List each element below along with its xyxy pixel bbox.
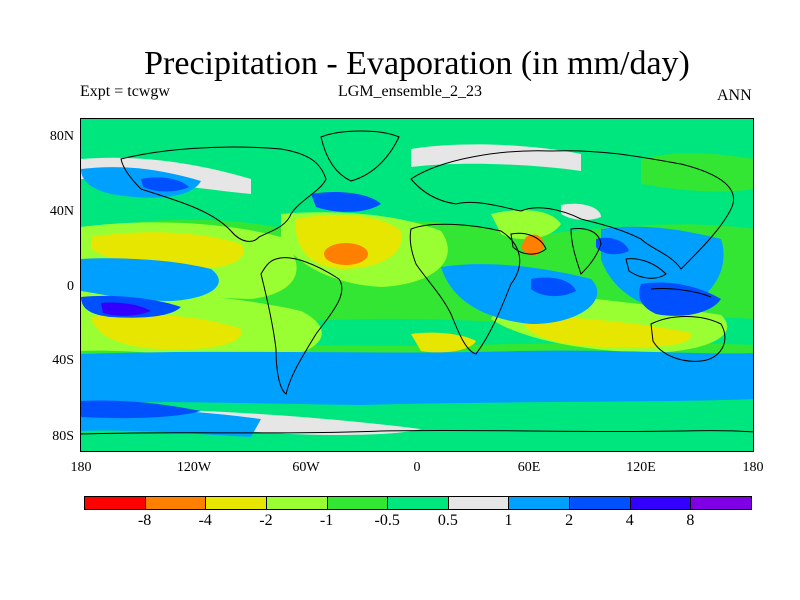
x-tick-120w: 120W: [176, 460, 212, 475]
colorbar-swatch: [447, 496, 510, 510]
x-tick-60w: 60W: [292, 460, 320, 475]
colorbar-label: 0.5: [437, 512, 458, 529]
field-p4-patches: [101, 302, 151, 316]
season-label: ANN: [717, 87, 752, 104]
field-map: [81, 119, 753, 451]
colorbar-label: 8: [686, 512, 695, 529]
colorbar-swatch: [387, 496, 449, 510]
coastlines: [81, 130, 753, 435]
colorbar-label: -2: [259, 512, 273, 529]
colorbar-swatch: [629, 496, 692, 510]
colorbar-label: 1: [504, 512, 513, 529]
colorbar-swatch: [326, 496, 389, 510]
x-tick-180w: 180: [70, 460, 92, 475]
colorbar-swatch: [690, 496, 752, 510]
colorbar-label: 2: [565, 512, 574, 529]
field-neg8-patches: [324, 234, 544, 265]
y-tick-80n: 80N: [49, 129, 74, 144]
colorbar-label: -1: [319, 512, 334, 529]
ensemble-label: LGM_ensemble_2_23: [338, 83, 482, 100]
y-tick-0: 0: [67, 279, 74, 294]
x-tick-180e: 180: [742, 460, 764, 475]
colorbar-swatch: [144, 496, 207, 510]
x-tick-120e: 120E: [626, 460, 656, 475]
colorbar-swatch: [508, 496, 571, 510]
experiment-label: Expt = tcwgw: [80, 83, 170, 100]
map-plot-area: [80, 118, 754, 452]
field-neg4-patches: [91, 215, 692, 353]
x-tick-0: 0: [413, 460, 421, 475]
plot-title: Precipitation - Evaporation (in mm/day): [144, 45, 690, 82]
y-tick-80s: 80S: [52, 429, 74, 444]
colorbar-swatch: [265, 496, 328, 510]
y-tick-40s: 40S: [52, 353, 74, 368]
x-tick-60e: 60E: [517, 460, 541, 475]
colorbar-swatch: [84, 496, 146, 510]
colorbar-label: -0.5: [374, 512, 400, 529]
colorbar-label: -4: [198, 512, 212, 529]
field-p1-patches: [81, 167, 753, 437]
colorbar-swatch: [569, 496, 631, 510]
colorbar-label: -8: [137, 512, 152, 529]
y-tick-40n: 40N: [49, 204, 74, 219]
colorbar-swatch: [205, 496, 267, 510]
colorbar-label: 4: [625, 512, 634, 529]
